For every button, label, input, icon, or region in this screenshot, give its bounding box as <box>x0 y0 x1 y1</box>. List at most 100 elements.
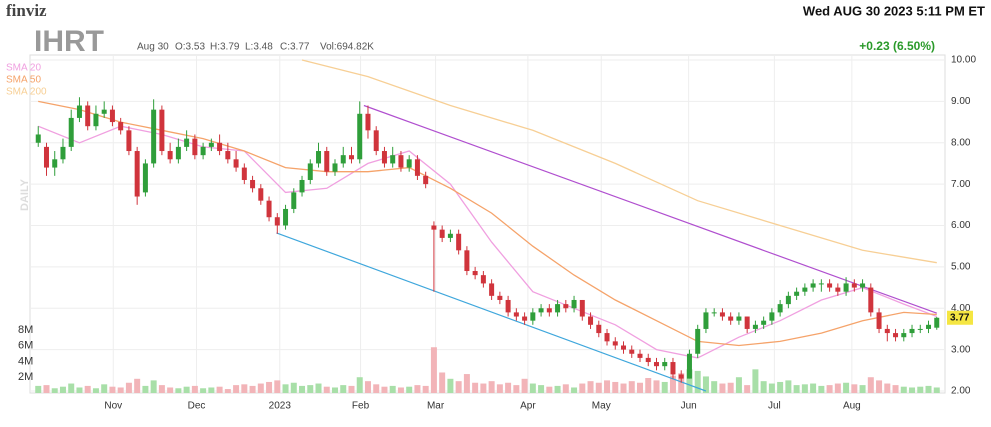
volume-bar <box>571 387 578 393</box>
volume-bar <box>628 381 635 393</box>
volume-bar <box>884 383 891 393</box>
volume-bar <box>447 378 454 393</box>
candle-body <box>884 328 890 334</box>
legend-entry: SMA 200 <box>6 87 47 98</box>
volume-bar <box>678 373 685 393</box>
volume-bar <box>125 382 132 393</box>
volume-tick-label: 4M <box>18 355 33 367</box>
candle-body <box>93 113 99 127</box>
candle-body <box>522 316 528 321</box>
candle-body <box>868 287 874 313</box>
volume-bar <box>299 385 306 393</box>
candle-body <box>348 155 354 160</box>
candle-body <box>860 283 866 288</box>
quote-low: L:3.48 <box>245 42 273 53</box>
volume-bar <box>735 377 742 393</box>
y-tick-label: 9.00 <box>951 96 971 107</box>
candle-body <box>208 142 214 147</box>
x-tick-label: Mar <box>427 401 445 412</box>
volume-bar <box>917 386 924 393</box>
volume-bar <box>505 382 512 393</box>
x-tick-label: 2023 <box>269 401 292 412</box>
volume-bar <box>101 384 108 393</box>
candle-body <box>332 163 338 172</box>
candle-body <box>101 109 107 114</box>
volume-bar <box>51 388 58 393</box>
volume-bar <box>266 381 273 393</box>
volume-bar <box>777 381 784 393</box>
candle-body <box>316 151 322 164</box>
x-tick-label: Apr <box>520 401 536 412</box>
candle-body <box>744 316 750 329</box>
candle-body <box>645 357 651 363</box>
volume-bar <box>323 386 330 393</box>
volume-bar <box>686 369 693 393</box>
date: Aug 30 <box>137 42 169 53</box>
volume-bar <box>84 385 91 393</box>
volume-bar <box>480 383 487 393</box>
candle-body <box>769 312 775 321</box>
x-tick-label: Feb <box>352 401 370 412</box>
candle-body <box>629 349 635 354</box>
candle-body <box>35 134 41 143</box>
candle-body <box>530 312 536 321</box>
candle-body <box>439 229 445 238</box>
volume-bar <box>637 382 643 393</box>
candle-body <box>728 316 734 321</box>
candle-body <box>588 316 594 325</box>
volume-bar <box>43 385 50 393</box>
candle-body <box>68 117 74 147</box>
candle-body <box>802 287 808 292</box>
candle-body <box>637 353 643 358</box>
candle-body <box>60 146 66 160</box>
volume-bar <box>150 380 157 393</box>
candle-body <box>266 200 272 218</box>
legend-entry: SMA 50 <box>6 75 41 86</box>
candle-body <box>291 192 297 209</box>
plot-frame <box>29 54 946 394</box>
trendline <box>363 104 938 314</box>
candle-body <box>456 233 462 251</box>
volume-bar <box>925 385 932 393</box>
candle-body <box>505 299 511 313</box>
volume-label: Vol:694.82K <box>320 42 374 53</box>
volume-bar <box>818 385 825 393</box>
volume-bar <box>109 386 116 393</box>
volume-bar <box>381 386 388 393</box>
volume-bar <box>167 387 174 393</box>
volume-tick-label: 2M <box>18 371 33 383</box>
candle-body <box>225 151 231 160</box>
volume-bar <box>760 381 767 393</box>
volume-bar <box>224 389 231 393</box>
candle-body <box>711 312 717 314</box>
volume-bar <box>364 381 371 393</box>
candle-body <box>810 283 816 288</box>
volume-bar <box>290 382 297 393</box>
ticker: IHRT <box>34 25 104 58</box>
candle-body <box>283 208 289 226</box>
legend-entry: SMA 20 <box>6 63 41 74</box>
volume-bar <box>216 386 223 393</box>
candle-body <box>431 225 437 230</box>
volume-bar <box>463 374 470 393</box>
volume-bar <box>315 383 322 393</box>
sma-line <box>38 100 937 347</box>
candle-body <box>250 179 256 189</box>
volume-bar <box>340 385 347 393</box>
candle-body <box>299 179 305 193</box>
volume-bar <box>810 383 817 393</box>
volume-bar <box>843 382 850 393</box>
candle-body <box>233 159 239 168</box>
y-tick-label: 10.00 <box>951 55 976 66</box>
candle-body <box>464 250 470 272</box>
volume-bar <box>538 385 545 393</box>
candle-body <box>175 146 181 160</box>
candle-body <box>142 163 148 193</box>
x-tick-label: Jul <box>768 401 781 412</box>
y-tick-label: 8.00 <box>951 137 971 148</box>
x-tick-label: Nov <box>104 401 122 412</box>
volume-bar <box>661 381 668 393</box>
volume-bar <box>175 388 182 393</box>
quote-open: O:3.53 <box>175 42 205 53</box>
